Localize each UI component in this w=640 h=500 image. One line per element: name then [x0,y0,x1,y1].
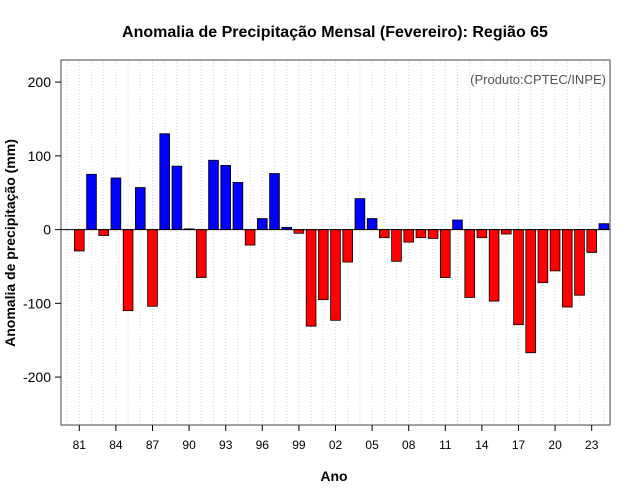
bar-2014 [476,229,488,239]
bar-2019 [537,229,549,284]
credit-text: (Produto:CPTEC/INPE) [470,72,606,87]
bar-1988 [159,133,170,230]
bar-1994 [232,182,244,230]
bar-2010 [427,229,439,239]
x-tick-label: 93 [219,438,233,452]
chart-title: Anomalia de Precipitação Mensal (Feverei… [122,24,548,41]
bar-1987 [147,229,158,307]
bar-2022 [574,229,585,296]
y-tick-label: -100 [23,295,51,311]
bar-2009 [415,229,427,239]
x-tick-label: 14 [475,438,489,452]
bar-2015 [488,229,500,302]
bar-2016 [501,229,512,235]
bar-1992 [208,159,219,230]
x-tick-label: 99 [292,438,306,452]
bar-2005 [366,218,378,230]
y-tick-label: 100 [28,148,52,164]
bar-1991 [196,229,207,278]
bar-1984 [110,177,122,230]
x-tick-label: 08 [402,438,416,452]
y-tick-label: -200 [23,369,51,385]
bar-2000 [305,229,317,327]
x-tick-label: 02 [329,438,343,452]
bar-2007 [391,229,402,262]
bar-1982 [86,173,97,230]
bar-2013 [464,229,475,298]
bar-1993 [220,165,231,230]
bar-1986 [135,187,146,230]
bar-1995 [244,229,256,246]
bar-2021 [562,229,573,308]
bar-2004 [354,198,366,230]
bar-2003 [342,229,353,263]
x-tick-label: 84 [109,438,123,452]
bar-1996 [257,218,268,230]
bar-2008 [403,229,414,243]
x-tick-label: 23 [585,438,599,452]
x-axis: 81 84 87 90 93 96 99 02 05 08 11 14 17 20 23 [73,425,599,452]
bar-1989 [171,165,183,230]
bar-2023 [586,229,597,253]
bar-1999 [293,229,305,234]
x-axis-label: Ano [320,468,347,484]
bar-2002 [330,229,341,321]
bar-2001 [318,229,329,301]
y-axis: -200 -100 0 100 200 [23,74,61,385]
y-axis-label: Anomalia de precipitação (mm) [2,139,18,347]
bar-2024 [598,223,610,230]
bar-1983 [98,229,109,236]
bar-1997 [269,173,280,230]
x-tick-label: 96 [256,438,270,452]
bar-2011 [440,229,451,278]
x-tick-label: 17 [512,438,526,452]
x-tick-label: 81 [73,438,87,452]
bars [74,133,610,354]
bar-2020 [549,229,561,272]
x-tick-label: 05 [365,438,379,452]
bar-2017 [513,229,524,326]
x-tick-label: 87 [146,438,160,452]
x-tick-label: 20 [548,438,562,452]
x-tick-label: 11 [439,438,452,452]
y-tick-label: 0 [43,222,51,238]
grid-lines [66,60,605,425]
y-tick-label: 200 [28,74,52,90]
bar-2006 [379,229,390,239]
bar-1985 [122,229,134,312]
bar-1981 [74,229,85,252]
bar-2018 [525,229,536,354]
x-tick-label: 90 [182,438,196,452]
bar-2012 [452,219,463,230]
